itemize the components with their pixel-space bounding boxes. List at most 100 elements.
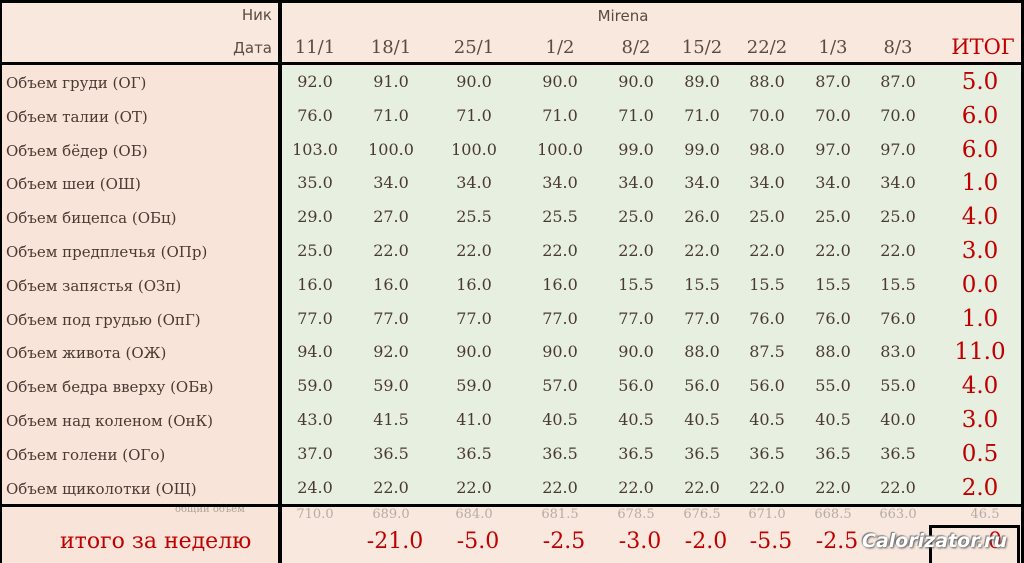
weekly-total-label: итого за неделю xyxy=(60,529,252,554)
measure-label: Объем щиколотки (ОЩ) xyxy=(6,480,197,498)
value-cell: 59.0 xyxy=(373,376,409,395)
value-cell: 22.0 xyxy=(684,241,720,260)
measure-label: Объем над коленом (ОнК) xyxy=(6,412,214,430)
value-cell: 22.0 xyxy=(749,241,785,260)
value-cell: 70.0 xyxy=(815,106,851,125)
overall-total: 46.5 xyxy=(970,507,1000,522)
value-cell: 35.0 xyxy=(297,173,333,192)
header-left: Ник Дата xyxy=(0,0,278,64)
total-header: ИТОГ xyxy=(951,35,1015,59)
value-cell: 40.0 xyxy=(880,410,916,429)
row-total: 2.0 xyxy=(961,475,999,501)
date-cell: 25/1 xyxy=(453,37,495,58)
row-total: 3.0 xyxy=(961,407,999,433)
overall-cell: 710.0 xyxy=(296,507,334,522)
row-total: 3.0 xyxy=(961,238,999,264)
border-left xyxy=(0,0,2,563)
value-cell: 22.0 xyxy=(618,241,654,260)
header-right: Mirena 11/1 18/1 25/1 1/2 8/2 15/2 22/2 … xyxy=(282,0,1024,64)
value-cell: 71.0 xyxy=(456,106,492,125)
value-cell: 22.0 xyxy=(815,241,851,260)
value-cell: 25.0 xyxy=(749,207,785,226)
value-cell: 16.0 xyxy=(373,275,409,294)
value-cell: 76.0 xyxy=(815,309,851,328)
value-cell: 83.0 xyxy=(880,342,916,361)
value-cell: 25.0 xyxy=(297,241,333,260)
date-cell: 15/2 xyxy=(681,37,723,58)
row-total: 6.0 xyxy=(961,103,999,129)
row-total: 11.0 xyxy=(954,339,1006,365)
date-cell: 8/2 xyxy=(621,37,651,58)
value-cell: 26.0 xyxy=(684,207,720,226)
border-right xyxy=(1021,0,1024,563)
row-total: 5.0 xyxy=(961,69,999,95)
value-cell: 22.0 xyxy=(456,478,492,497)
value-cell: 36.5 xyxy=(684,444,720,463)
weekly-cell: -2.5 xyxy=(815,529,859,554)
weekly-cell: -3.0 xyxy=(618,529,662,554)
value-cell: 16.0 xyxy=(542,275,578,294)
value-cell: 40.5 xyxy=(618,410,654,429)
overall-cell: 689.0 xyxy=(372,507,410,522)
weekly-total-box xyxy=(929,525,1020,563)
measure-label: Объем голени (ОГо) xyxy=(6,446,166,464)
overall-cell: 671.0 xyxy=(748,507,786,522)
value-cell: 91.0 xyxy=(373,72,409,91)
user-name: Mirena xyxy=(597,7,649,25)
value-cell: 27.0 xyxy=(373,207,409,226)
value-cell: 56.0 xyxy=(749,376,785,395)
measure-label: Объем шеи (ОШ) xyxy=(6,175,141,193)
value-cell: 22.0 xyxy=(880,241,916,260)
value-cell: 92.0 xyxy=(373,342,409,361)
value-cell: 88.0 xyxy=(815,342,851,361)
value-cell: 40.5 xyxy=(542,410,578,429)
values-panel xyxy=(282,66,1024,504)
value-cell: 77.0 xyxy=(373,309,409,328)
overall-cell: 684.0 xyxy=(455,507,493,522)
value-cell: 94.0 xyxy=(297,342,333,361)
column-divider xyxy=(278,0,282,563)
value-cell: 97.0 xyxy=(880,140,916,159)
nick-label: Ник xyxy=(241,6,272,24)
value-cell: 89.0 xyxy=(684,72,720,91)
value-cell: 34.0 xyxy=(815,173,851,192)
value-cell: 100.0 xyxy=(451,140,497,159)
measure-labels-panel xyxy=(0,66,278,504)
value-cell: 25.0 xyxy=(880,207,916,226)
value-cell: 22.0 xyxy=(373,478,409,497)
measure-label: Объем бёдер (ОБ) xyxy=(6,142,148,160)
value-cell: 36.5 xyxy=(815,444,851,463)
value-cell: 90.0 xyxy=(618,342,654,361)
measure-label: Объем бедра вверху (ОБв) xyxy=(6,378,214,396)
weekly-cell: -2.5 xyxy=(542,529,586,554)
row-total: 0.5 xyxy=(961,441,999,467)
date-cell: 11/1 xyxy=(294,37,336,58)
value-cell: 57.0 xyxy=(542,376,578,395)
date-cell: 1/2 xyxy=(545,37,575,58)
value-cell: 90.0 xyxy=(456,342,492,361)
footer-right xyxy=(282,508,1024,563)
footer-left xyxy=(0,508,278,563)
date-label: Дата xyxy=(233,39,272,57)
value-cell: 76.0 xyxy=(880,309,916,328)
value-cell: 59.0 xyxy=(297,376,333,395)
value-cell: 88.0 xyxy=(749,72,785,91)
value-cell: 87.5 xyxy=(749,342,785,361)
value-cell: 59.0 xyxy=(456,376,492,395)
value-cell: 90.0 xyxy=(456,72,492,91)
measure-label: Объем груди (ОГ) xyxy=(6,74,147,92)
row-total: 1.0 xyxy=(961,170,999,196)
value-cell: 25.5 xyxy=(542,207,578,226)
value-cell: 34.0 xyxy=(684,173,720,192)
value-cell: 90.0 xyxy=(542,72,578,91)
footer-divider xyxy=(0,504,1024,507)
overall-cell: 681.5 xyxy=(541,507,579,522)
overall-cell: 678.5 xyxy=(617,507,655,522)
value-cell: 36.5 xyxy=(542,444,578,463)
value-cell: 40.5 xyxy=(749,410,785,429)
value-cell: 15.5 xyxy=(880,275,916,294)
value-cell: 22.0 xyxy=(456,241,492,260)
value-cell: 90.0 xyxy=(542,342,578,361)
value-cell: 22.0 xyxy=(815,478,851,497)
value-cell: 98.0 xyxy=(749,140,785,159)
